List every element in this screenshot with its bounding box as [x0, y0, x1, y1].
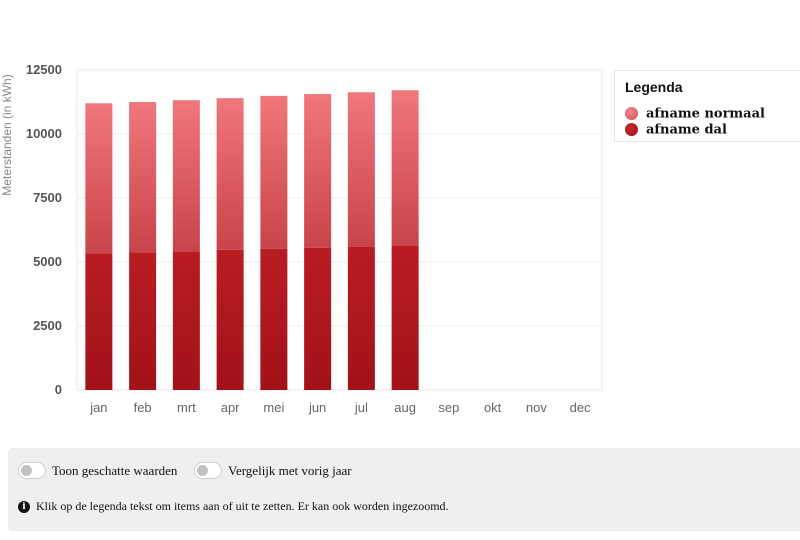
bar-afname-normaal-mei[interactable]	[260, 95, 288, 249]
bar-afname-normaal-jul[interactable]	[347, 92, 375, 247]
info-text: Klik op de legenda tekst om items aan of…	[36, 499, 449, 514]
info-row: i Klik op de legenda tekst om items aan o…	[18, 498, 449, 516]
toggle-compare-label: Vergelijk met vorig jaar	[228, 462, 352, 478]
bars	[85, 90, 419, 390]
x-tick-label-sep: sep	[438, 400, 459, 415]
info-circle-icon: i	[18, 500, 30, 513]
x-tick-label-okt: okt	[484, 400, 502, 415]
bar-afname-dal-apr[interactable]	[216, 249, 244, 390]
bar-afname-dal-mrt[interactable]	[172, 251, 200, 390]
bar-afname-normaal-mrt[interactable]	[172, 100, 200, 252]
x-tick-label-mei: mei	[263, 400, 284, 415]
y-tick-label: 10000	[26, 126, 62, 141]
toggle-compare-last-year[interactable]: Vergelijk met vorig jaar	[194, 462, 352, 482]
chart-area: 0 2500 5000 7500 10000 12500 jan feb mrt apr mei j…	[0, 0, 800, 440]
x-tick-label-apr: apr	[221, 400, 240, 415]
toggle-switch-compare[interactable]	[194, 462, 222, 480]
legend-item-afname-normaal[interactable]: afname normaal	[625, 105, 765, 123]
legend-label-afname-dal: afname dal	[646, 122, 727, 138]
y-tick-label: 0	[55, 382, 62, 397]
y-tick-label: 12500	[26, 62, 62, 77]
y-tick-label: 2500	[33, 318, 62, 333]
bar-afname-dal-jun[interactable]	[304, 247, 332, 390]
plot-frame	[76, 69, 603, 391]
x-tick-label-jan: jan	[89, 400, 107, 415]
legend-swatch-afname-dal	[625, 123, 638, 137]
controls-panel: Toon geschatte waarden Vergelijk met vor…	[8, 448, 800, 531]
x-tick-label-nov: nov	[526, 400, 547, 415]
toggle-knob-icon	[21, 465, 32, 477]
legend: Legenda afname normaal afname dal	[614, 70, 800, 142]
bar-afname-normaal-jun[interactable]	[304, 94, 332, 248]
x-axis-ticks: jan feb mrt apr mei jun jul aug sep okt nov dec	[89, 400, 591, 415]
y-axis-ticks: 0 2500 5000 7500 10000 12500	[26, 62, 62, 397]
y-axis-label: Meterstanden (in kWh)	[0, 74, 14, 195]
toggle-knob-icon	[197, 465, 208, 477]
toggle-estimated-values[interactable]: Toon geschatte waarden	[18, 462, 177, 482]
legend-item-afname-dal[interactable]: afname dal	[625, 121, 727, 139]
x-tick-label-mrt: mrt	[177, 400, 196, 415]
bar-afname-dal-jul[interactable]	[347, 246, 375, 390]
y-tick-label: 5000	[33, 254, 62, 269]
bar-afname-dal-feb[interactable]	[129, 252, 157, 390]
toggle-estimated-label: Toon geschatte waarden	[52, 462, 178, 478]
x-tick-label-dec: dec	[570, 400, 591, 415]
bar-afname-dal-mei[interactable]	[260, 248, 288, 390]
legend-title: Legenda	[625, 79, 683, 95]
y-tick-label: 7500	[33, 190, 62, 205]
bar-afname-normaal-jan[interactable]	[85, 103, 113, 254]
bar-afname-normaal-apr[interactable]	[216, 98, 244, 250]
bar-afname-normaal-feb[interactable]	[129, 102, 157, 253]
x-tick-label-jun: jun	[308, 400, 326, 415]
legend-label-afname-normaal: afname normaal	[646, 106, 765, 122]
x-tick-label-feb: feb	[134, 400, 152, 415]
bar-afname-dal-jan[interactable]	[85, 253, 113, 390]
x-tick-label-jul: jul	[354, 400, 368, 415]
x-tick-label-aug: aug	[394, 400, 416, 415]
legend-swatch-afname-normaal	[625, 107, 638, 121]
toggle-switch-estimated[interactable]	[18, 462, 46, 480]
bar-afname-dal-aug[interactable]	[391, 245, 419, 390]
bar-afname-normaal-aug[interactable]	[391, 90, 419, 246]
